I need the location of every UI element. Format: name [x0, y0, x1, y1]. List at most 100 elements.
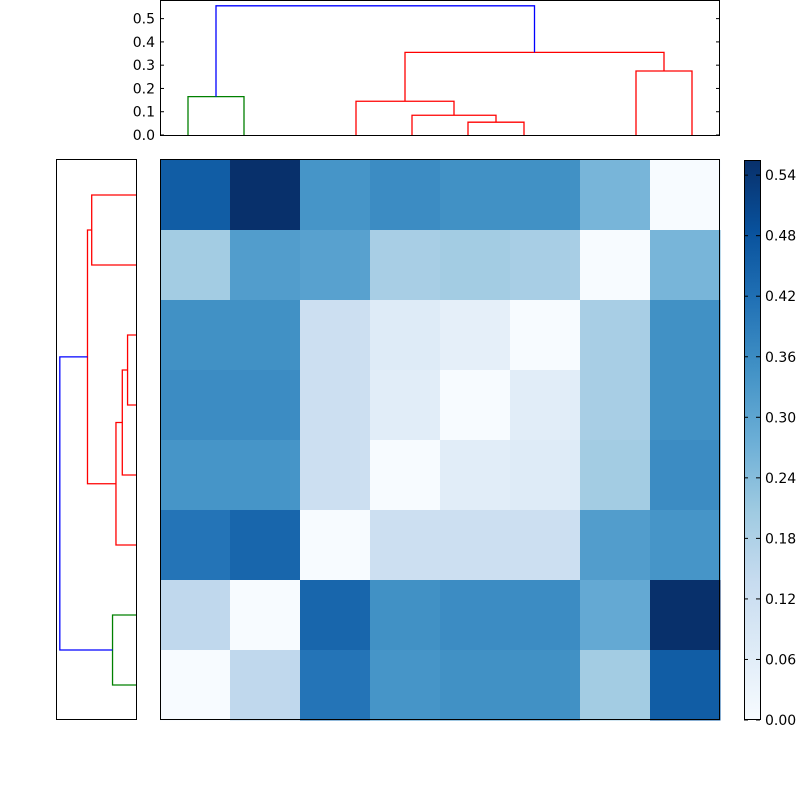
heatmap-cell — [580, 230, 651, 301]
heatmap-cell — [370, 300, 441, 371]
heatmap-cell — [580, 160, 651, 231]
heatmap-cell — [650, 580, 721, 651]
heatmap-cell — [510, 370, 581, 441]
colorbar-ticks: 0.00 0.06 0.12 0.18 0.24 0.30 0.36 0.42 0.48 0.54 — [744, 168, 796, 729]
heatmap-cell — [440, 650, 511, 721]
heatmap-cell — [160, 650, 231, 721]
heatmap-cell — [370, 370, 441, 441]
left-dendrogram-link — [115, 421, 136, 546]
heatmap-cell — [510, 300, 581, 371]
colorbar-tick-label: 0.42 — [765, 289, 796, 305]
colorbar-tick-label: 0.54 — [765, 168, 796, 184]
heatmap-cell — [230, 650, 301, 721]
left-dendrogram-link — [121, 369, 136, 476]
top-dendrogram-tick-label: 0.0 — [133, 128, 155, 144]
left-dendrogram-panel — [56, 159, 137, 720]
heatmap-cell — [510, 580, 581, 651]
heatmap-panel — [160, 159, 721, 721]
heatmap-cell — [230, 300, 301, 371]
heatmap-cell — [230, 510, 301, 581]
heatmap-cell — [160, 230, 231, 301]
colorbar-panel: 0.00 0.06 0.12 0.18 0.24 0.30 0.36 0.42 0.48 0.54 — [744, 160, 796, 729]
top-dendrogram-frame — [160, 0, 720, 136]
colorbar-tick-label: 0.18 — [765, 531, 796, 547]
heatmap-cell — [440, 300, 511, 371]
heatmap-cell — [300, 580, 371, 651]
colorbar-tick-label: 0.30 — [765, 410, 796, 426]
colorbar-tick-label: 0.24 — [765, 471, 796, 487]
left-dendrogram-link — [86, 229, 116, 485]
heatmap-cell — [160, 300, 231, 371]
heatmap-cell — [650, 440, 721, 511]
heatmap-cell — [580, 650, 651, 721]
heatmap-cell — [230, 230, 301, 301]
heatmap-cell — [510, 650, 581, 721]
heatmap-cell — [300, 370, 371, 441]
heatmap-cell — [650, 300, 721, 371]
heatmap-cell — [370, 230, 441, 301]
top-dendrogram-link — [411, 114, 497, 135]
heatmap-cell — [230, 160, 301, 231]
heatmap-cell — [370, 580, 441, 651]
heatmap-cell — [230, 370, 301, 441]
left-dendrogram-frame — [56, 159, 137, 720]
heatmap-cell — [370, 510, 441, 581]
top-dendrogram-link — [404, 51, 665, 102]
heatmap-cell — [650, 230, 721, 301]
heatmap-cell — [650, 650, 721, 721]
heatmap-cell — [160, 370, 231, 441]
top-dendrogram-links — [187, 5, 693, 135]
left-dendrogram-links — [59, 194, 136, 686]
heatmap-cell — [300, 300, 371, 371]
heatmap-cell — [510, 230, 581, 301]
heatmap-cell — [300, 160, 371, 231]
heatmap-cell — [510, 440, 581, 511]
top-dendrogram-link — [215, 5, 536, 97]
top-dendrogram-tick-label: 0.4 — [133, 35, 155, 51]
colorbar-tick-label: 0.00 — [765, 713, 796, 729]
colorbar-gradient — [744, 160, 761, 720]
colorbar-tick-label: 0.06 — [765, 652, 796, 668]
colorbar-tick-label: 0.48 — [765, 229, 796, 245]
top-dendrogram-tick-label: 0.1 — [133, 105, 155, 121]
heatmap-cell — [370, 650, 441, 721]
heatmap-cell — [510, 510, 581, 581]
heatmap-cell — [580, 370, 651, 441]
heatmap-cell — [580, 580, 651, 651]
heatmap-cell — [580, 300, 651, 371]
heatmap-cells — [160, 160, 721, 721]
heatmap-cell — [650, 510, 721, 581]
heatmap-cell — [230, 440, 301, 511]
heatmap-cell — [300, 650, 371, 721]
heatmap-cell — [440, 230, 511, 301]
heatmap-cell — [160, 580, 231, 651]
heatmap-frame — [160, 159, 720, 720]
heatmap-cell — [370, 160, 441, 231]
heatmap-cell — [580, 440, 651, 511]
heatmap-cell — [160, 440, 231, 511]
top-dendrogram-tick-label: 0.5 — [133, 12, 155, 28]
top-dendrogram-panel: 0.0 0.1 0.2 0.3 0.4 0.5 — [133, 0, 720, 144]
heatmap-cell — [300, 440, 371, 511]
left-dendrogram-link — [126, 334, 136, 406]
top-dendrogram-tick-label: 0.2 — [133, 81, 155, 97]
heatmap-cell — [300, 510, 371, 581]
heatmap-cell — [160, 510, 231, 581]
heatmap-cell — [440, 440, 511, 511]
heatmap-cell — [510, 160, 581, 231]
heatmap-cell — [650, 370, 721, 441]
heatmap-cell — [440, 370, 511, 441]
top-dendrogram-link — [635, 70, 693, 135]
heatmap-cell — [650, 160, 721, 231]
heatmap-cell — [440, 580, 511, 651]
heatmap-cell — [160, 160, 231, 231]
left-dendrogram-link — [59, 356, 113, 651]
colorbar-tick-label: 0.36 — [765, 350, 796, 366]
colorbar-tick-label: 0.12 — [765, 592, 796, 608]
heatmap-cell — [300, 230, 371, 301]
heatmap-cell — [230, 580, 301, 651]
heatmap-cell — [440, 160, 511, 231]
heatmap-cell — [580, 510, 651, 581]
top-dendrogram-tick-label: 0.3 — [133, 58, 155, 74]
